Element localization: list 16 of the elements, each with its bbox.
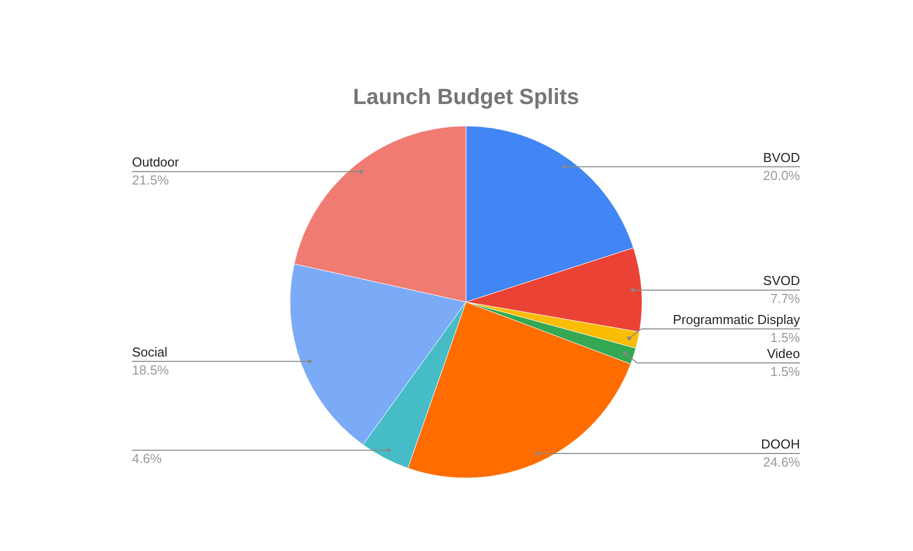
data-label: 7.7% <box>770 291 800 306</box>
data-label: 20.0% <box>763 168 800 183</box>
data-label: 1.5% <box>770 330 800 345</box>
slice-label: DOOH <box>761 436 800 452</box>
chart-title: Launch Budget Splits <box>352 84 580 109</box>
data-label: 4.6% <box>132 451 162 466</box>
slice-label: Programmatic Display <box>672 312 800 327</box>
slice-label: Video <box>766 346 800 361</box>
slice-label: Social <box>132 344 168 360</box>
data-label: 18.5% <box>132 362 170 378</box>
slice-label: Outdoor <box>132 154 180 170</box>
data-label: 24.6% <box>763 454 800 470</box>
slice-label: BVOD <box>763 150 800 165</box>
data-label: 21.5% <box>132 172 170 188</box>
data-label: 1.5% <box>770 364 800 379</box>
slice-label: SVOD <box>763 273 800 288</box>
